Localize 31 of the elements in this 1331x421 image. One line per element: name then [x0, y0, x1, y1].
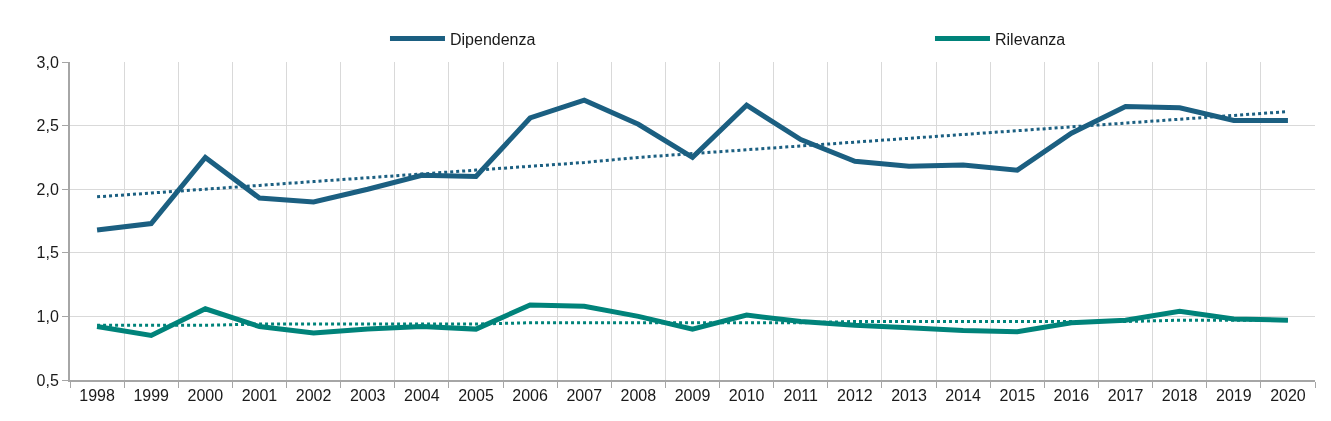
legend-label: Rilevanza: [994, 30, 1066, 48]
x-tick-label: 2008: [620, 387, 657, 405]
x-tick-label: 2009: [674, 387, 711, 405]
x-tick-label: 2002: [295, 387, 332, 405]
y-tick-label: 1,5: [36, 244, 59, 262]
y-tick-label: 2,5: [36, 117, 59, 135]
y-tick-label: 0,5: [36, 371, 59, 389]
x-tick-label: 2019: [1216, 387, 1252, 405]
x-tick-label: 2016: [1053, 387, 1090, 405]
y-tick-label: 1,0: [36, 308, 59, 325]
x-tick-label: 2000: [187, 387, 224, 405]
x-tick-label: 2010: [728, 387, 765, 405]
x-tick-label: 2018: [1161, 387, 1198, 405]
y-tick-label: 2,0: [36, 180, 59, 198]
x-tick-label: 2005: [458, 387, 494, 405]
x-tick-label: 2013: [891, 387, 927, 405]
x-tick-label: 2003: [349, 387, 386, 405]
x-tick-label: 2001: [241, 387, 278, 405]
x-tick-label: 2004: [404, 387, 440, 405]
x-tick-label: 2017: [1107, 387, 1144, 405]
x-tick-label: 1999: [133, 387, 170, 405]
x-tick-label: 1998: [79, 387, 115, 405]
x-tick-label: 2020: [1270, 387, 1306, 405]
x-tick-label: 2006: [512, 387, 549, 405]
x-tick-label: 2015: [999, 387, 1036, 405]
x-tick-label: 2011: [783, 387, 819, 405]
x-tick-label: 2014: [945, 387, 982, 405]
x-tick-label: 2007: [566, 387, 603, 405]
y-tick-label: 3,0: [36, 53, 59, 71]
legend-label: Dipendenza: [449, 30, 536, 48]
x-tick-label: 2012: [837, 387, 873, 405]
